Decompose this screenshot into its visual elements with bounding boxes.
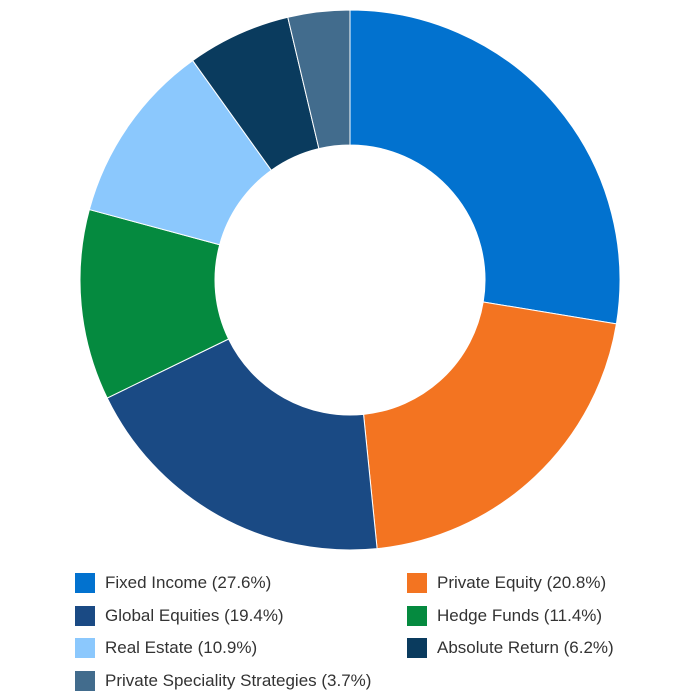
legend-label: Absolute Return (6.2%)	[437, 638, 614, 658]
legend-swatch	[407, 605, 427, 626]
legend-label: Fixed Income (27.6%)	[105, 573, 272, 593]
legend-item: Absolute Return (6.2%)	[407, 632, 675, 665]
legend-item: Real Estate (10.9%)	[75, 632, 407, 665]
legend-label: Real Estate (10.9%)	[105, 638, 258, 658]
legend-swatch	[75, 670, 95, 691]
legend-swatch	[75, 605, 95, 626]
legend-label: Private Equity (20.8%)	[437, 573, 607, 593]
donut-slice-6	[287, 9, 351, 150]
legend-swatch	[407, 573, 427, 594]
chart-legend: Fixed Income (27.6%) Private Equity (20.8…	[75, 567, 675, 697]
donut-slice-3	[79, 208, 230, 399]
legend-label: Private Speciality Strategies (3.7%)	[105, 670, 372, 690]
legend-item: Hedge Funds (11.4%)	[407, 600, 675, 633]
legend-item: Private Speciality Strategies (3.7%)	[75, 665, 407, 698]
legend-swatch	[75, 638, 95, 659]
legend-item: Global Equities (19.4%)	[75, 600, 407, 633]
legend-item: Fixed Income (27.6%)	[75, 567, 407, 600]
legend-label: Hedge Funds (11.4%)	[437, 605, 603, 625]
donut-slice-1	[363, 301, 617, 550]
donut-slice-2	[106, 338, 378, 551]
legend-swatch	[407, 638, 427, 659]
donut-slice-0	[349, 9, 621, 325]
legend-swatch	[75, 573, 95, 594]
legend-item: Private Equity (20.8%)	[407, 567, 675, 600]
legend-label: Global Equities (19.4%)	[105, 605, 284, 625]
donut-chart	[79, 9, 621, 551]
